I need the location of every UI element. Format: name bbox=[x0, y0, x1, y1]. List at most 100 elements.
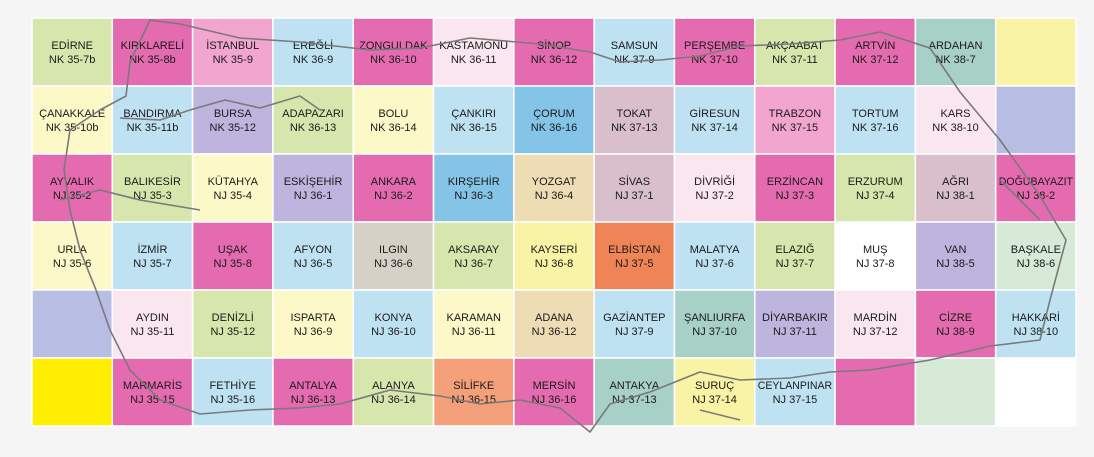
sheet-edirne[interactable]: EDİRNE NK 35-7b bbox=[31, 17, 114, 87]
sheet-antakya[interactable]: ANTAKYA NJ 37-13 bbox=[593, 357, 676, 427]
sheet-cell bbox=[513, 17, 595, 87]
sheet-code: NJ 37-9 bbox=[615, 326, 654, 338]
sheet-name: MALATYA bbox=[690, 244, 740, 256]
sheet-sanliurfa[interactable]: ŞANLIURFA NJ 37-10 bbox=[673, 289, 756, 359]
sheet-kirklareli[interactable]: KIRKLARELİ NK 35-8b bbox=[111, 17, 194, 87]
sheet-corum[interactable]: ÇORUM NK 36-16 bbox=[513, 85, 595, 155]
sheet-code: NK 36-13 bbox=[290, 122, 336, 134]
sheet-name: ANTALYA bbox=[289, 380, 337, 392]
sheet-tokat[interactable]: TOKAT NK 37-13 bbox=[593, 85, 676, 155]
sheet-sivas[interactable]: SİVAS NJ 37-1 bbox=[593, 153, 676, 223]
sheet-erzincan[interactable]: ERZİNCAN NJ 37-3 bbox=[754, 153, 836, 223]
sheet-izmir[interactable]: İZMİR NJ 35-7 bbox=[111, 221, 194, 291]
sheet-aydin[interactable]: AYDIN NJ 35-11 bbox=[111, 289, 194, 359]
sheet-name: VAN bbox=[945, 244, 967, 256]
sheet-mardin[interactable]: MARDİN NJ 37-12 bbox=[834, 289, 917, 359]
sheet-suruc[interactable]: SURUÇ NJ 37-14 bbox=[673, 357, 756, 427]
sheet-denizli[interactable]: DENİZLİ NJ 35-12 bbox=[191, 289, 274, 359]
sheet-cell bbox=[754, 85, 836, 155]
sheet-divrigi[interactable]: DİVRİĞİ NJ 37-2 bbox=[673, 153, 756, 223]
sheet-kirsehir[interactable]: KIRŞEHİR NJ 36-3 bbox=[432, 153, 515, 223]
sheet-kastamonu[interactable]: KASTAMONU NK 36-11 bbox=[432, 17, 515, 87]
sheet-alanya[interactable]: ALANYA NJ 36-14 bbox=[352, 357, 435, 427]
sheet-diyarbakir[interactable]: DİYARBAKIR NJ 37-11 bbox=[754, 289, 836, 359]
sheet-name: ERZİNCAN bbox=[767, 175, 823, 188]
sheet-samsun[interactable]: SAMSUN NK 37-9 bbox=[593, 17, 676, 87]
sheet-gaziantep[interactable]: GAZİANTEP NJ 37-9 bbox=[593, 289, 676, 359]
sheet-cell bbox=[31, 357, 114, 427]
sheet-urla[interactable]: URLA NJ 35-6 bbox=[31, 221, 114, 291]
sheet-marmaris[interactable]: MARMARİS NJ 35-15 bbox=[111, 357, 194, 427]
sheet-name: ANKARA bbox=[371, 176, 417, 188]
sheet-cell bbox=[513, 357, 595, 427]
sheet-cell bbox=[914, 17, 997, 87]
sheet-adapazari[interactable]: ADAPAZARI NK 36-13 bbox=[272, 85, 354, 155]
sheet-kayseri[interactable]: KAYSERİ NJ 36-8 bbox=[513, 221, 595, 291]
sheet-name: AYDIN bbox=[136, 312, 169, 324]
sheet-ceylanpinar[interactable]: CEYLANPINAR NJ 37-15 bbox=[754, 357, 836, 427]
sheet-baskale[interactable]: BAŞKALE NJ 38-6 bbox=[994, 221, 1077, 291]
sheet-balikesir[interactable]: BALIKESİR NJ 35-3 bbox=[111, 153, 194, 223]
sheet-code: NJ 37-3 bbox=[776, 190, 815, 202]
sheet-yozgat[interactable]: YOZGAT NJ 36-4 bbox=[513, 153, 595, 223]
sheet-eskisehir[interactable]: ESKİŞEHİR NJ 36-1 bbox=[272, 153, 354, 223]
sheet-code: NJ 37-12 bbox=[853, 326, 898, 338]
sheet-elbistan[interactable]: ELBİSTAN NJ 37-5 bbox=[593, 221, 676, 291]
sheet-cell bbox=[513, 221, 595, 291]
sheet-ardahan[interactable]: ARDAHAN NK 38-7 bbox=[914, 17, 997, 87]
sheet-elazig[interactable]: ELAZIĞ NJ 37-7 bbox=[754, 221, 836, 291]
sheet-mus[interactable]: MUŞ NJ 37-8 bbox=[834, 221, 917, 291]
sheet-name: İSTANBUL bbox=[206, 39, 259, 52]
sheet-artvin[interactable]: ARTVİN NK 37-12 bbox=[834, 17, 917, 87]
sheet-code: NJ 36-8 bbox=[535, 258, 574, 270]
sheet-antalya[interactable]: ANTALYA NJ 36-13 bbox=[272, 357, 354, 427]
sheet-cell bbox=[111, 17, 194, 87]
sheet-name: MUŞ bbox=[863, 244, 887, 256]
sheet-isparta[interactable]: ISPARTA NJ 36-9 bbox=[272, 289, 354, 359]
sheet-code: NJ 37-8 bbox=[856, 258, 895, 270]
sheet-trabzon[interactable]: TRABZON NK 37-15 bbox=[754, 85, 836, 155]
sheet-usak[interactable]: UŞAK NJ 35-8 bbox=[191, 221, 274, 291]
sheet-agri[interactable]: AĞRI NJ 38-1 bbox=[914, 153, 997, 223]
sheet-mersin[interactable]: MERSİN NJ 36-16 bbox=[513, 357, 595, 427]
sheet-name: KARS bbox=[941, 108, 971, 120]
sheet-code: NJ 37-14 bbox=[692, 394, 737, 406]
sheet-cizre[interactable]: CİZRE NJ 38-9 bbox=[914, 289, 997, 359]
sheet-kutahya[interactable]: KÜTAHYA NJ 35-4 bbox=[191, 153, 274, 223]
sheet-name: SAMSUN bbox=[611, 40, 658, 52]
sheet-bolu[interactable]: BOLU NK 36-14 bbox=[352, 85, 435, 155]
sheet-code: NK 35-8b bbox=[129, 54, 175, 66]
sheet-malatya[interactable]: MALATYA NJ 37-6 bbox=[673, 221, 756, 291]
sheet-code: NK 37-9 bbox=[614, 54, 654, 66]
sheet-karaman[interactable]: KARAMAN NJ 36-11 bbox=[432, 289, 515, 359]
sheet-ankara[interactable]: ANKARA NJ 36-2 bbox=[352, 153, 435, 223]
sheet-ayvalik[interactable]: AYVALIK NJ 35-2 bbox=[31, 153, 114, 223]
sheet-afyon[interactable]: AFYON NJ 36-5 bbox=[272, 221, 354, 291]
sheet-giresun[interactable]: GİRESUN NK 37-14 bbox=[673, 85, 756, 155]
sheet-cell bbox=[754, 289, 836, 359]
sheet-van[interactable]: VAN NJ 38-5 bbox=[914, 221, 997, 291]
sheet-name: AFYON bbox=[294, 244, 332, 256]
sheet-cankiri[interactable]: ÇANKIRI NK 36-15 bbox=[432, 85, 515, 155]
sheet-aksaray[interactable]: AKSARAY NJ 36-7 bbox=[432, 221, 515, 291]
sheet-tortum[interactable]: TORTUM NK 37-16 bbox=[834, 85, 917, 155]
sheet-adana[interactable]: ADANA NJ 36-12 bbox=[513, 289, 595, 359]
sheet-name: YOZGAT bbox=[532, 176, 577, 188]
sheet-fethiye[interactable]: FETHİYE NJ 35-16 bbox=[191, 357, 274, 427]
sheet-ilgin[interactable]: ILGIN NJ 36-6 bbox=[352, 221, 435, 291]
sheet-hakkari[interactable]: HAKKARİ NJ 38-10 bbox=[994, 289, 1077, 359]
sheet-name: SİLİFKE bbox=[453, 379, 494, 392]
sheet-bursa[interactable]: BURSA NK 35-12 bbox=[191, 85, 274, 155]
sheet-istanbul[interactable]: İSTANBUL NK 35-9 bbox=[191, 17, 274, 87]
sheet-erzurum[interactable]: ERZURUM NJ 37-4 bbox=[834, 153, 917, 223]
sheet-konya[interactable]: KONYA NJ 36-10 bbox=[352, 289, 435, 359]
sheet-code: NJ 35-8 bbox=[214, 258, 253, 270]
sheet-name: AKSARAY bbox=[448, 244, 500, 256]
sheet-code: NK 37-15 bbox=[772, 122, 818, 134]
